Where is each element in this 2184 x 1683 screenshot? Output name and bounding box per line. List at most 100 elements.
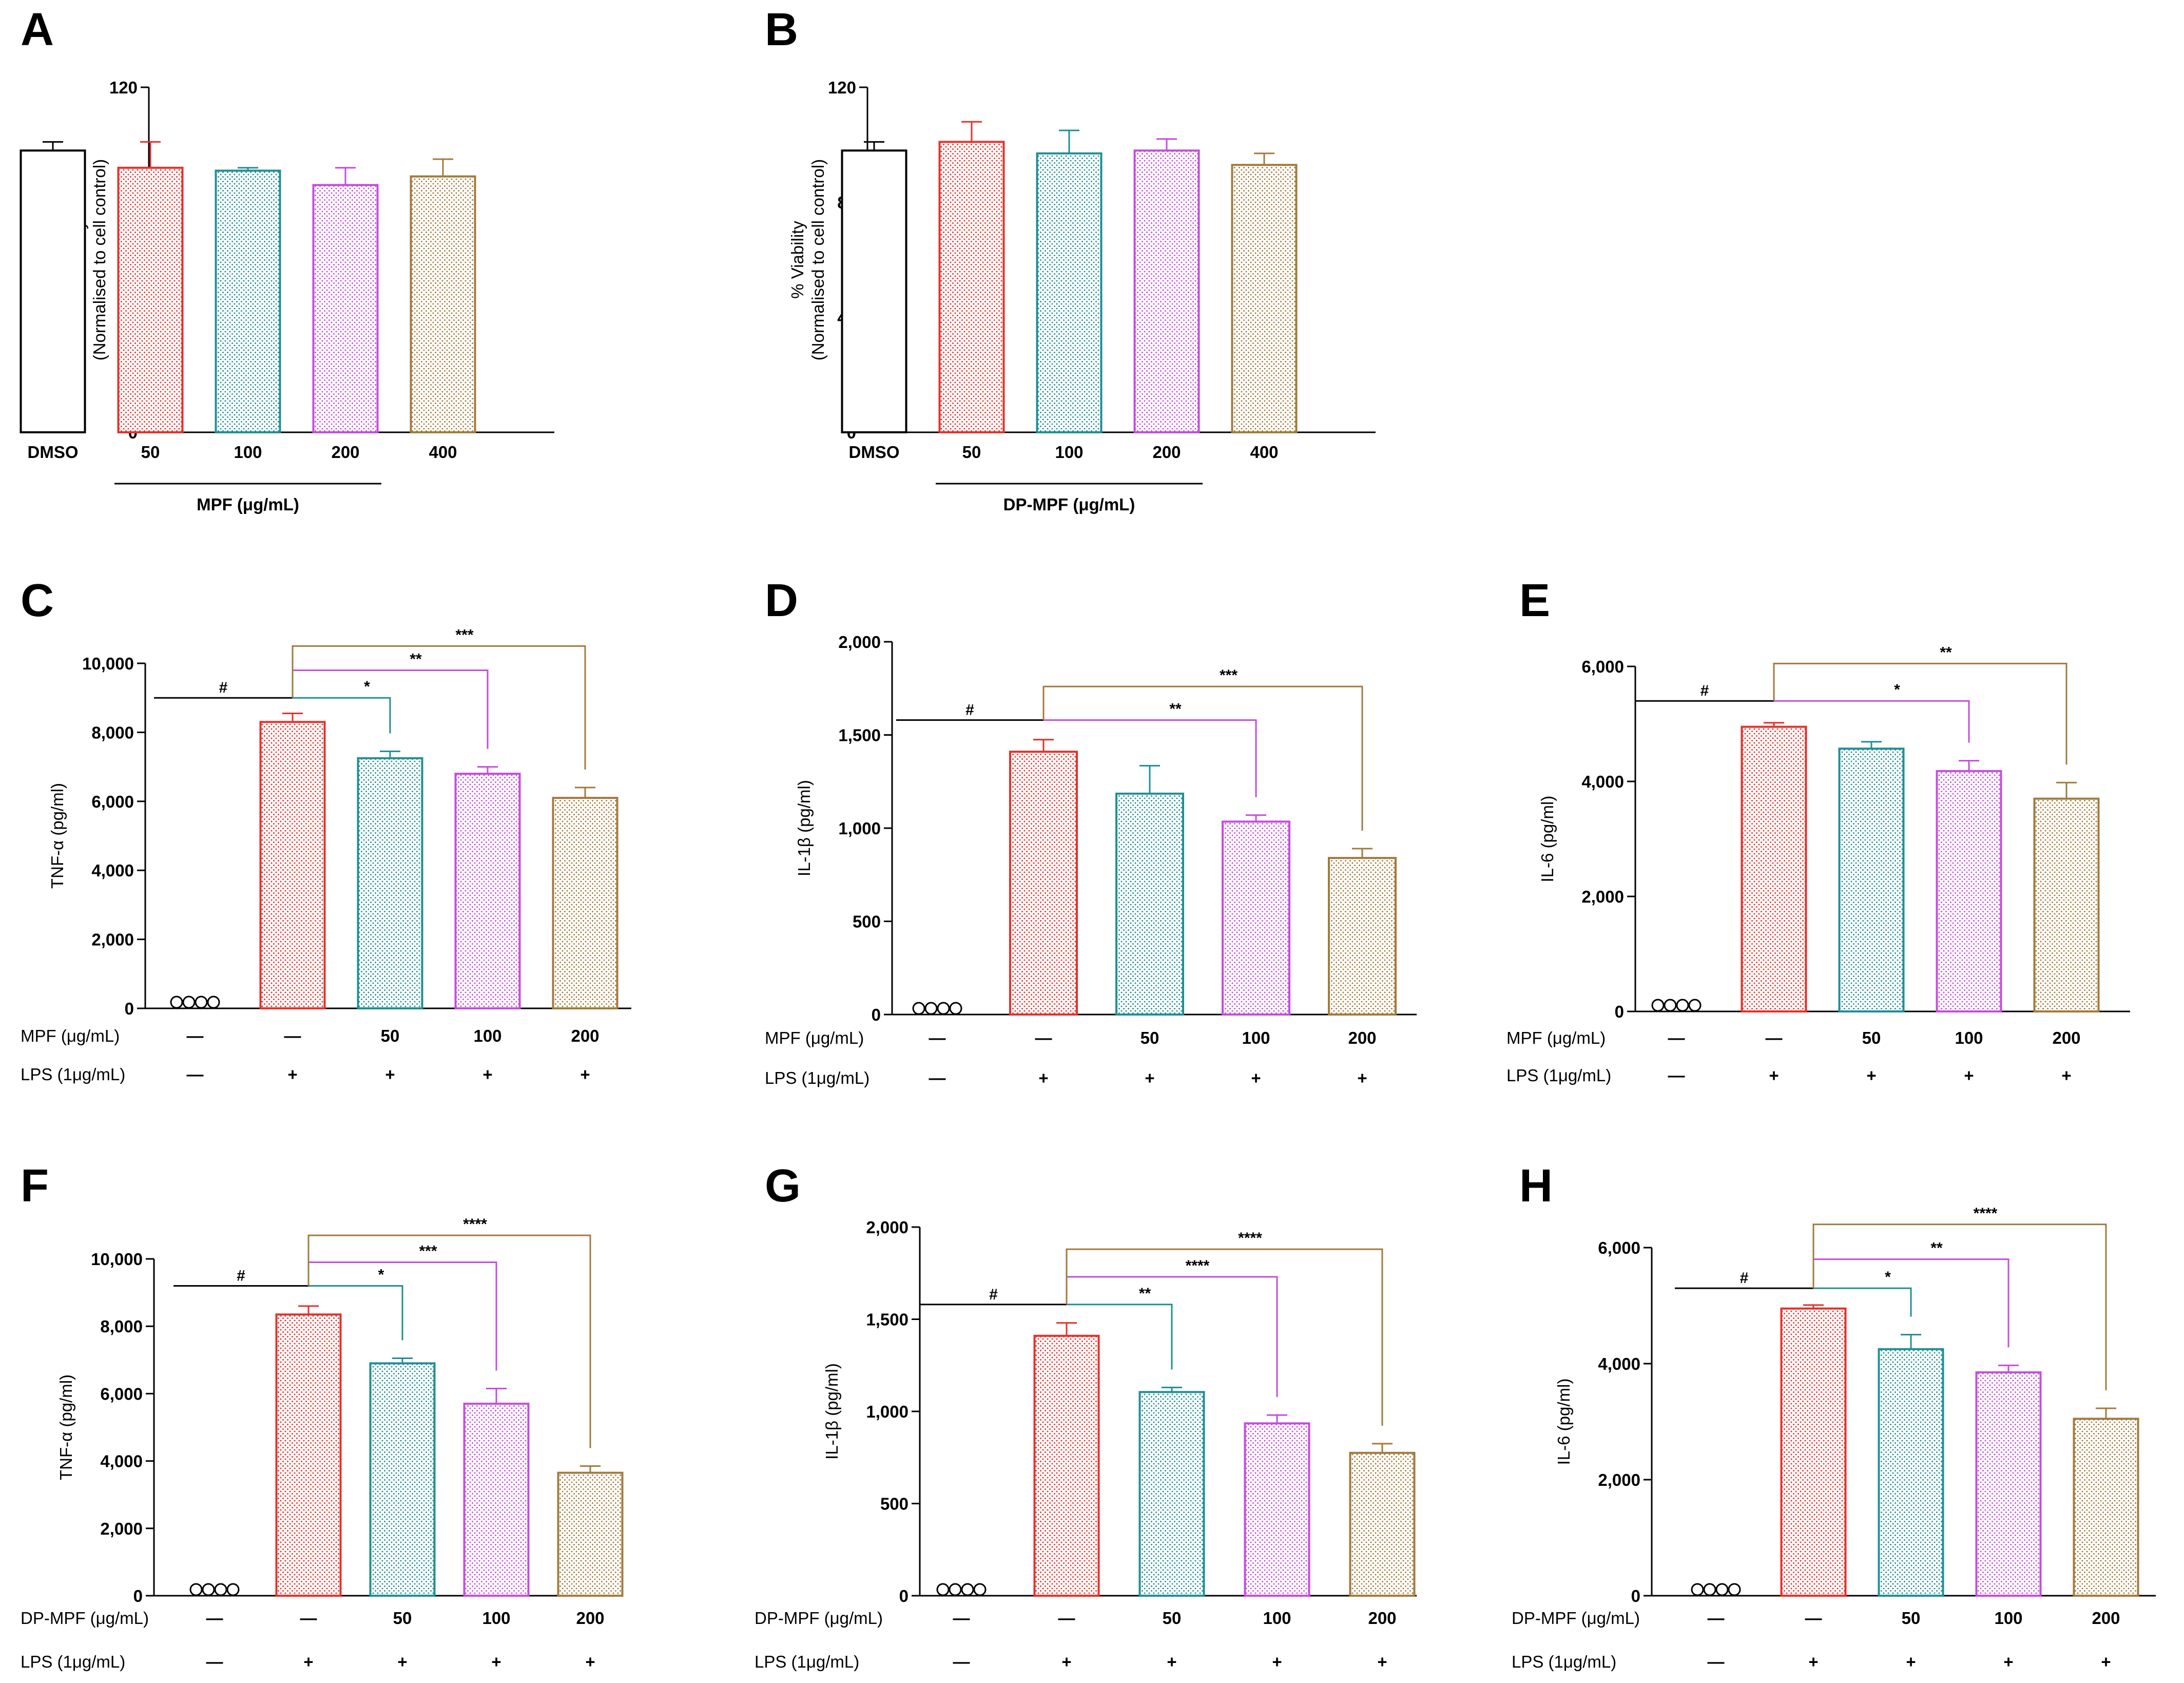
significance-bracket xyxy=(1043,719,1257,797)
row-value: 200 xyxy=(1348,1028,1376,1047)
row-value: + xyxy=(1272,1652,1282,1671)
bar xyxy=(369,1362,436,1597)
data-point xyxy=(949,1002,962,1015)
y-tick-label: 2,000 xyxy=(838,633,881,652)
row-value: 100 xyxy=(1955,1028,1983,1047)
bar xyxy=(1780,1307,1847,1597)
y-tick-label: 4,000 xyxy=(1581,772,1624,791)
x-tick-label: 50 xyxy=(141,443,160,462)
data-point xyxy=(170,996,183,1009)
y-axis-title: TNF-α (pg/ml) xyxy=(56,1374,75,1480)
panel-b: 04080120% Viability(Normalised to cell c… xyxy=(788,78,1376,514)
row-value: — xyxy=(187,1065,204,1084)
row-value: + xyxy=(1145,1068,1154,1087)
row-value: + xyxy=(2003,1652,2013,1671)
row-label-treatment: DP-MPF (μg/mL) xyxy=(1512,1609,1640,1628)
row-value: + xyxy=(287,1065,297,1084)
y-axis-title: IL-6 (pg/ml) xyxy=(1538,796,1557,883)
bar xyxy=(454,773,521,1010)
y-tick-label: 4,000 xyxy=(91,861,134,880)
data-point xyxy=(1715,1583,1729,1596)
data-point xyxy=(1688,999,1702,1012)
hash-label: # xyxy=(1700,682,1709,699)
hash-label: # xyxy=(989,1286,998,1303)
x-tick-label: 100 xyxy=(234,443,262,462)
row-value: — xyxy=(206,1652,223,1671)
row-value: 200 xyxy=(571,1026,599,1045)
row-value: — xyxy=(1668,1028,1685,1047)
panel-label-a: A xyxy=(21,4,54,55)
data-point xyxy=(1651,999,1665,1012)
row-value: — xyxy=(1668,1066,1685,1085)
row-value: — xyxy=(1708,1652,1725,1671)
bar xyxy=(312,184,379,433)
row-value: + xyxy=(385,1065,395,1084)
significance-bracket xyxy=(1042,685,1363,831)
significance-bracket xyxy=(1813,1287,1912,1317)
y-tick-label: 0 xyxy=(1631,1586,1640,1605)
row-value: — xyxy=(953,1609,970,1628)
significance-label: *** xyxy=(455,626,473,643)
row-value: — xyxy=(1805,1609,1822,1628)
significance-bracket xyxy=(1067,1304,1173,1370)
significance-label: ** xyxy=(1139,1285,1151,1302)
row-value: 200 xyxy=(2052,1028,2080,1047)
significance-label: **** xyxy=(1974,1205,1998,1222)
row-value: + xyxy=(303,1652,313,1671)
bar xyxy=(841,149,907,433)
significance-label: **** xyxy=(1186,1257,1210,1274)
row-value: — xyxy=(929,1068,946,1087)
panel-d: 0 500 1,000 1,500 2,000 IL-1β (pg/ml) MPF (μg/… xyxy=(765,633,1417,1087)
y-tick-label: 6,000 xyxy=(1581,657,1624,676)
bar xyxy=(1936,770,2002,1012)
row-value: + xyxy=(585,1652,595,1671)
row-value: 50 xyxy=(1902,1609,1921,1628)
row-value: — xyxy=(300,1609,317,1628)
row-value: 100 xyxy=(1242,1028,1270,1047)
row-value: + xyxy=(1061,1652,1071,1671)
x-tick-label: 50 xyxy=(962,443,981,462)
y-tick-label: 120 xyxy=(828,78,856,97)
row-value: 100 xyxy=(1994,1609,2022,1628)
row-label-treatment: DP-MPF (μg/mL) xyxy=(755,1609,883,1628)
data-point xyxy=(973,1583,987,1596)
y-axis-title: % Viability xyxy=(788,221,807,299)
x-tick-label: DMSO xyxy=(849,443,900,462)
row-value: + xyxy=(580,1065,590,1084)
data-point xyxy=(961,1583,974,1596)
row-value: 50 xyxy=(1862,1028,1881,1047)
panel-label-f: F xyxy=(21,1160,49,1212)
y-axis-subtitle: (Normalised to cell control) xyxy=(808,159,827,360)
hash-label: # xyxy=(965,701,974,718)
row-value: + xyxy=(1964,1066,1974,1085)
panel-label-e: E xyxy=(1519,575,1550,626)
y-tick-label: 10,000 xyxy=(82,654,134,673)
row-value: — xyxy=(953,1652,970,1671)
significance-bracket xyxy=(292,645,586,770)
significance-bracket xyxy=(1066,1248,1383,1426)
row-value: + xyxy=(2101,1652,2111,1671)
row-value: 50 xyxy=(393,1609,412,1628)
bar xyxy=(1741,725,1807,1012)
bar xyxy=(20,149,86,433)
panel-label-h: H xyxy=(1519,1160,1553,1212)
bar xyxy=(938,141,1005,433)
data-point xyxy=(195,996,208,1009)
row-value: + xyxy=(2061,1066,2071,1085)
panel-label-g: G xyxy=(765,1160,801,1212)
data-point xyxy=(226,1583,240,1596)
row-value: 50 xyxy=(1141,1028,1159,1047)
y-axis-subtitle: (Normalised to cell control) xyxy=(90,159,109,360)
y-axis-title: IL-6 (pg/ml) xyxy=(1554,1379,1573,1465)
panel-f: 0 2,000 4,000 6,000 8,000 10,000 TNF-α (pg/ml)… xyxy=(21,1216,624,1671)
y-tick-label: 1,500 xyxy=(838,726,881,745)
bar xyxy=(1231,164,1298,433)
bar xyxy=(463,1403,530,1597)
y-tick-label: 2,000 xyxy=(1598,1470,1640,1489)
y-tick-label: 1,000 xyxy=(838,819,881,838)
significance-label: **** xyxy=(463,1216,487,1233)
data-point xyxy=(912,1002,925,1015)
row-value: — xyxy=(1766,1028,1783,1047)
bar xyxy=(215,169,281,433)
y-tick-label: 8,000 xyxy=(100,1317,143,1336)
